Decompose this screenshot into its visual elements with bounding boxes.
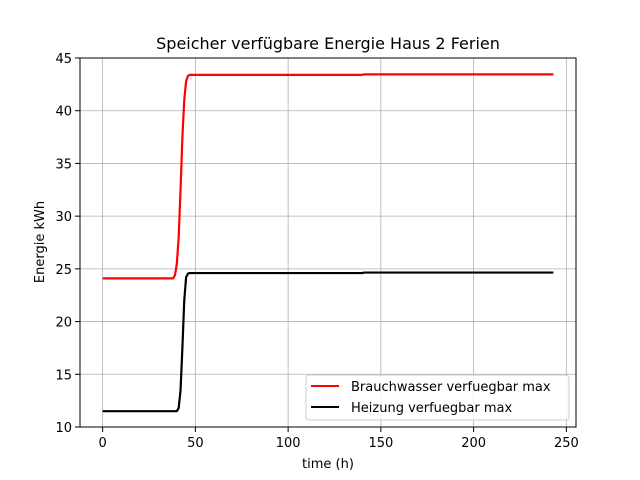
y-tick-label: 15 <box>55 368 72 383</box>
x-tick-label: 50 <box>187 436 204 451</box>
legend: Brauchwasser verfuegbar max Heizung verf… <box>305 374 570 421</box>
x-axis-label: time (h) <box>302 457 354 472</box>
series-line-heizung <box>102 271 554 413</box>
y-tick-label: 40 <box>55 105 72 120</box>
x-tick-label: 100 <box>276 436 301 451</box>
x-tick-label: 250 <box>554 436 579 451</box>
plot-frame <box>79 57 577 428</box>
y-tick-label: 45 <box>55 52 72 67</box>
y-tick-label: 20 <box>55 316 72 331</box>
y-axis-label: Energie kWh <box>33 201 48 283</box>
grid <box>80 57 576 428</box>
legend-box <box>305 374 570 421</box>
x-tick-label: 0 <box>98 436 106 451</box>
x-axis-ticks: 0 50 100 150 200 250 <box>98 427 579 451</box>
y-tick-label: 30 <box>55 210 72 225</box>
series-lines <box>102 73 554 413</box>
y-tick-label: 35 <box>55 157 72 172</box>
legend-label-heizung: Heizung verfuegbar max <box>351 401 512 416</box>
x-tick-label: 150 <box>368 436 393 451</box>
y-tick-label: 10 <box>55 421 72 436</box>
y-axis-ticks: 10 15 20 25 30 35 40 45 <box>55 52 80 436</box>
chart-title: Speicher verfügbare Energie Haus 2 Ferie… <box>156 34 500 53</box>
x-tick-label: 200 <box>461 436 486 451</box>
y-tick-label: 25 <box>55 263 72 278</box>
series-line-brauchwasser <box>102 73 554 280</box>
legend-label-brauchwasser: Brauchwasser verfuegbar max <box>351 380 551 395</box>
